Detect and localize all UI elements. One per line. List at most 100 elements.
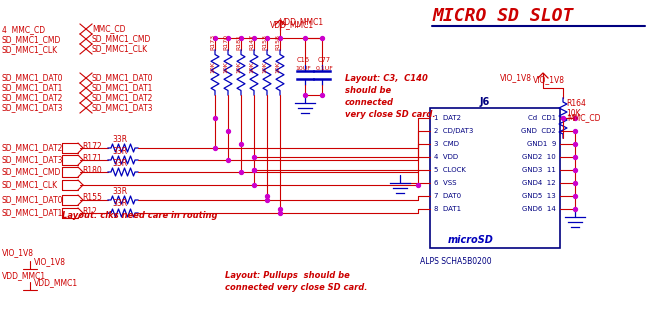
Text: R172: R172 [82, 141, 102, 150]
Text: MMC_CD: MMC_CD [92, 24, 126, 33]
Point [236, 35, 246, 41]
Text: SD_MMC1_CLK: SD_MMC1_CLK [92, 44, 148, 53]
Point [210, 35, 220, 41]
Text: 33R: 33R [112, 200, 127, 209]
Text: 3  CMD: 3 CMD [434, 141, 459, 147]
Text: R181: R181 [236, 34, 242, 50]
Point [236, 169, 246, 175]
Text: 10K: 10K [275, 61, 281, 73]
Text: R12: R12 [82, 206, 97, 215]
Text: MICRO SD SLOT: MICRO SD SLOT [432, 7, 574, 25]
Text: 10K: 10K [210, 61, 215, 73]
Text: VDD_MMC1: VDD_MMC1 [2, 271, 46, 280]
Text: 5  CLOCK: 5 CLOCK [434, 167, 466, 173]
Text: VDD_MMC1: VDD_MMC1 [280, 17, 324, 26]
Point [249, 167, 259, 173]
Text: SD_MMC1_DAT3: SD_MMC1_DAT3 [2, 103, 64, 112]
Text: SD_MMC1_CLK: SD_MMC1_CLK [2, 45, 58, 54]
Text: connected: connected [345, 98, 394, 107]
Text: 33R: 33R [112, 135, 127, 144]
Point [317, 35, 327, 41]
Text: VIO_1V8: VIO_1V8 [533, 75, 565, 84]
Point [570, 194, 580, 199]
Text: SD_MMC1_DAT2: SD_MMC1_DAT2 [92, 93, 154, 102]
Point [223, 157, 233, 163]
Bar [430, 108, 560, 248]
Text: 1  DAT2: 1 DAT2 [434, 115, 461, 121]
Text: SD_MMC1_CMD: SD_MMC1_CMD [92, 34, 152, 43]
Text: SD_MMC1_CMD: SD_MMC1_CMD [2, 167, 61, 176]
Point [558, 115, 568, 120]
Point [570, 167, 580, 173]
Point [275, 210, 285, 215]
Point [249, 183, 259, 188]
Text: 7  DAT0: 7 DAT0 [434, 193, 461, 199]
Text: 10K: 10K [223, 61, 229, 73]
Point [300, 92, 311, 98]
Text: 0.1UF: 0.1UF [316, 65, 334, 71]
Text: 10K: 10K [262, 61, 268, 73]
Text: SD_MMC1_DAT0: SD_MMC1_DAT0 [92, 73, 154, 82]
Text: GND  CD2: GND CD2 [521, 128, 556, 134]
Text: VIO_1V8: VIO_1V8 [500, 73, 532, 82]
Text: 8  DAT1: 8 DAT1 [434, 206, 461, 212]
Text: ALPS SCHA5B0200: ALPS SCHA5B0200 [420, 258, 492, 267]
Text: should be: should be [345, 86, 391, 94]
Text: 33R: 33R [112, 186, 127, 195]
Point [275, 35, 285, 41]
Text: R180: R180 [82, 166, 102, 175]
Point [223, 128, 233, 134]
Text: SD_MMC1_CLK: SD_MMC1_CLK [2, 181, 58, 190]
Text: SD_MMC1_DAT3: SD_MMC1_DAT3 [92, 103, 154, 112]
Point [570, 128, 580, 134]
Text: SD_MMC1_DAT1: SD_MMC1_DAT1 [2, 83, 63, 92]
Text: R173: R173 [210, 34, 215, 50]
Text: 6  VSS: 6 VSS [434, 180, 456, 186]
Text: GND1  9: GND1 9 [527, 141, 556, 147]
Text: SD_MMC1_DAT3: SD_MMC1_DAT3 [2, 156, 64, 165]
Point [249, 167, 259, 173]
Text: VDD_MMC1: VDD_MMC1 [34, 279, 78, 288]
Text: 4  MMC_CD: 4 MMC_CD [2, 25, 45, 34]
Text: R164: R164 [566, 99, 586, 108]
Point [570, 141, 580, 147]
Text: SD_MMC1_CMD: SD_MMC1_CMD [2, 35, 61, 44]
Point [413, 183, 423, 188]
Point [262, 35, 272, 41]
Text: SD_MMC1_DAT0: SD_MMC1_DAT0 [2, 73, 64, 82]
Text: C77: C77 [318, 57, 331, 63]
Text: SD_MMC1_DAT1: SD_MMC1_DAT1 [2, 209, 63, 217]
Point [300, 35, 311, 41]
Text: SD_MMC1_DAT1: SD_MMC1_DAT1 [92, 83, 154, 92]
Point [262, 197, 272, 203]
Text: 10UF: 10UF [295, 65, 311, 71]
Text: 2  CD/DAT3: 2 CD/DAT3 [434, 128, 473, 134]
Text: Layout: Pullups  should be: Layout: Pullups should be [225, 270, 350, 279]
Text: R158: R158 [275, 34, 281, 50]
Point [236, 141, 246, 147]
Text: GND2  10: GND2 10 [522, 154, 556, 160]
Text: Layout: clks need care in routing: Layout: clks need care in routing [62, 212, 217, 221]
Point [570, 155, 580, 160]
Point [223, 35, 233, 41]
Text: 10K: 10K [249, 61, 255, 73]
Text: R170: R170 [223, 34, 229, 50]
Text: 33R: 33R [112, 147, 127, 156]
Text: 4  VDD: 4 VDD [434, 154, 458, 160]
Point [570, 206, 580, 212]
Text: R153: R153 [262, 34, 268, 50]
Text: VIO_1V8: VIO_1V8 [34, 258, 66, 267]
Text: VIO_1V8: VIO_1V8 [2, 249, 34, 258]
Text: C16: C16 [297, 57, 310, 63]
Text: GND6  14: GND6 14 [522, 206, 556, 212]
Text: Cd  CD1: Cd CD1 [528, 115, 556, 121]
Point [262, 194, 272, 199]
Text: very close SD card.: very close SD card. [345, 109, 436, 118]
Text: R155: R155 [82, 194, 102, 203]
Text: SD_MMC1_DAT2: SD_MMC1_DAT2 [2, 144, 63, 153]
Text: MMC_CD: MMC_CD [567, 113, 600, 122]
Point [570, 115, 580, 120]
Point [249, 35, 259, 41]
Point [275, 206, 285, 212]
Text: 10K: 10K [236, 61, 242, 73]
